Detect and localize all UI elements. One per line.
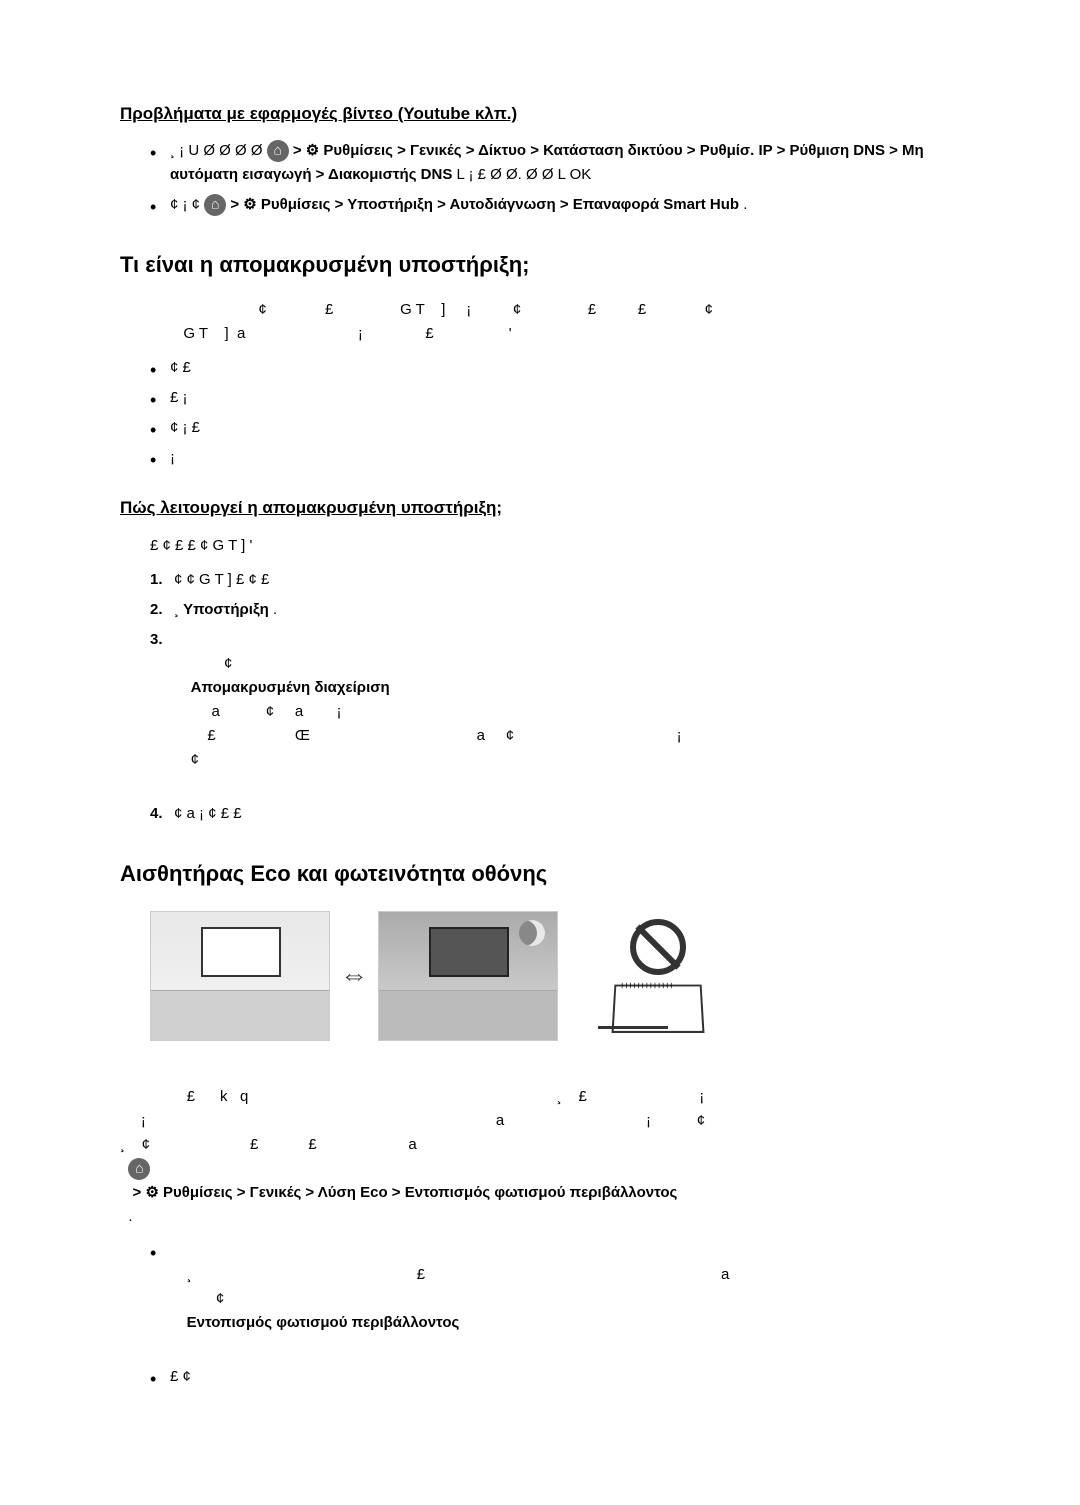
remote-support-how-heading: Πώς λειτουργεί η απομακρυσμένη υποστήριξ… <box>120 494 960 521</box>
list-item: ¸ £ a ¢ Εντοπισ <box>150 1239 960 1359</box>
text-fragment: ¢ ¡ ¢ <box>170 196 204 213</box>
text-fragment: a ¢ a ¡ £ Œ a ¢ ¡ ¢ <box>174 703 682 768</box>
bold-label: Απομακρυσμένη διαχείριση <box>191 679 390 696</box>
pencil-icon <box>598 1026 668 1029</box>
video-problems-heading: Προβλήματα με εφαρμογές βίντεο (Youtube … <box>120 100 960 127</box>
text-fragment: . <box>743 196 747 213</box>
eco-notes-list: ¸ £ a ¢ Εντοπισ <box>120 1239 960 1389</box>
list-item: 3. ¢ Απομακρυσμένη διαχείριση a ¢ a ¡ £ … <box>150 628 960 796</box>
prohibit-illustration: ⅼⅼⅼⅼⅼⅼⅼⅼⅼⅼⅼⅼⅼ <box>568 911 748 1041</box>
text-fragment: . <box>128 1208 132 1225</box>
list-item: ¢ £ <box>150 356 960 380</box>
home-icon <box>204 194 226 216</box>
settings-path: > ⚙ Ρυθμίσεις > Υποστήριξη > Αυτοδιάγνωσ… <box>230 196 739 213</box>
list-item: 1. ¢ ¢ G T ] £ ¢ £ <box>150 568 960 592</box>
dark-room-illustration <box>378 911 558 1041</box>
list-item: £ ¢ <box>150 1365 960 1389</box>
bold-label: Υποστήριξη <box>183 601 269 618</box>
list-item: 4. ¢ a ¡ ¢ £ £ <box>150 802 960 826</box>
prohibit-icon <box>630 919 686 975</box>
remote-support-what-heading: Τι είναι η απομακρυσμένη υποστήριξη; <box>120 247 960 282</box>
home-icon <box>267 140 289 162</box>
text-fragment: L ¡ £ Ø Ø. Ø Ø L OK <box>457 166 592 183</box>
eco-illustrations: ⇔ ⅼⅼⅼⅼⅼⅼⅼⅼⅼⅼⅼⅼⅼ <box>150 911 930 1041</box>
list-item: ¢ ¡ £ <box>150 416 960 440</box>
text-fragment: ¢ <box>191 655 249 672</box>
list-item: £ ¡ <box>150 386 960 410</box>
intro-text: £ ¢ £ £ ¢ G T ] ' <box>120 534 960 558</box>
list-item: 2. ¸ Υποστήριξη . <box>150 598 960 622</box>
text-fragment: . <box>273 601 277 618</box>
list-item: ¢ ¡ ¢ > ⚙ Ρυθμίσεις > Υποστήριξη > Αυτοδ… <box>150 193 960 217</box>
bright-room-illustration <box>150 911 330 1041</box>
text-fragment: ¸ <box>174 601 183 618</box>
eco-sensor-heading: Αισθητήρας Eco και φωτεινότητα οθόνης <box>120 856 960 891</box>
text-fragment: ¸ ¡ U Ø Ø Ø Ø <box>170 142 263 159</box>
text-fragment: ¸ £ a ¢ <box>170 1266 729 1307</box>
bold-label: Εντοπισμός φωτισμού περιβάλλοντος <box>187 1314 460 1331</box>
how-list: 1. ¢ ¢ G T ] £ ¢ £ 2. ¸ Υποστήριξη <box>120 568 960 826</box>
home-icon <box>128 1158 150 1180</box>
settings-path: > ⚙ Ρυθμίσεις > Γενικές > Λύση Eco > Εντ… <box>128 1184 677 1201</box>
bidirectional-arrow-icon: ⇔ <box>340 953 368 998</box>
list-item: ¡ <box>150 446 960 470</box>
video-problems-list: ¸ ¡ U Ø Ø Ø Ø > ⚙ Ρυθμίσεις > Γενικές > … <box>120 139 960 217</box>
eco-paragraph: £ k q ¸ £ ¡ ¡ <box>120 1061 960 1229</box>
text-fragment: £ k q ¸ £ ¡ ¡ <box>120 1088 705 1153</box>
remote-support-list: ¢ £ £ ¡ ¢ ¡ £ ¡ <box>120 356 960 470</box>
intro-text: ¢ £ G T ] ¡ ¢ £ £ ¢ G T ] a ¡ £ ' <box>120 298 960 346</box>
list-item: ¸ ¡ U Ø Ø Ø Ø > ⚙ Ρυθμίσεις > Γενικές > … <box>150 139 960 187</box>
